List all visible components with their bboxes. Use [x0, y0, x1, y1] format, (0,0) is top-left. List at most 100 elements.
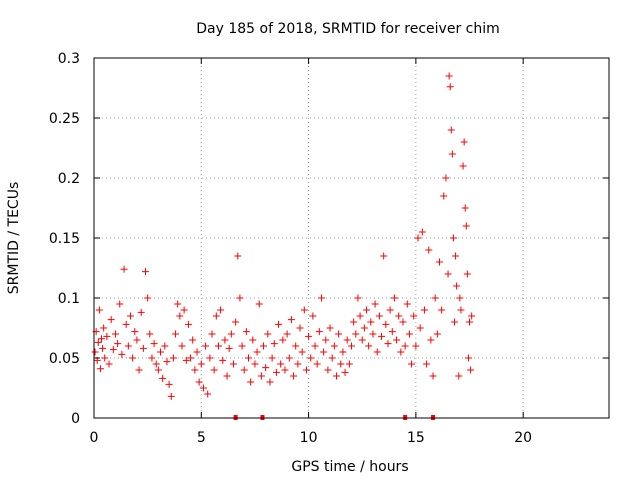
data-point: [221, 336, 229, 344]
data-point: [182, 356, 190, 364]
data-point: [242, 328, 250, 336]
data-point: [287, 316, 295, 324]
data-point: [174, 300, 182, 308]
data-point: [283, 330, 291, 338]
data-point: [305, 332, 313, 340]
data-point: [433, 330, 441, 338]
data-point: [169, 354, 177, 362]
x-tick-labels: 0 5 10 15 20: [90, 430, 533, 446]
data-point: [330, 342, 338, 350]
y-tick-label: 0.1: [58, 291, 80, 307]
data-point: [167, 392, 175, 400]
data-point: [358, 336, 366, 344]
data-point: [137, 308, 145, 316]
data-point: [120, 265, 128, 273]
data-point: [429, 372, 437, 380]
data-point: [399, 318, 407, 326]
data-point: [352, 330, 360, 338]
data-point: [348, 342, 355, 350]
data-point: [208, 330, 216, 338]
data-point: [152, 360, 160, 368]
data-point: [390, 294, 398, 302]
data-point: [268, 354, 276, 362]
data-point: [139, 344, 147, 352]
y-tick-label: 0.15: [49, 231, 80, 247]
data-point: [103, 332, 111, 340]
data-point: [420, 306, 428, 314]
data-point: [281, 366, 289, 374]
data-point: [266, 378, 274, 386]
data-point: [122, 320, 130, 328]
data-point: [247, 378, 255, 386]
data-point: [159, 374, 167, 382]
data-point: [452, 252, 460, 260]
data-point: [251, 360, 259, 368]
data-point: [373, 348, 381, 356]
y-tick-label: 0.3: [58, 51, 80, 67]
data-point: [317, 294, 325, 302]
data-point: [369, 330, 377, 338]
data-point: [189, 336, 197, 344]
data-point: [163, 358, 171, 366]
data-point: [457, 306, 465, 314]
y-tick-label: 0.25: [49, 111, 80, 127]
data-point: [448, 150, 456, 158]
chart-title: Day 185 of 2018, SRMTID for receiver chi…: [196, 21, 500, 37]
data-point: [313, 360, 321, 368]
data-point: [466, 318, 474, 326]
data-point: [236, 294, 244, 302]
data-point: [240, 366, 248, 374]
data-point: [217, 306, 225, 314]
data-point: [238, 342, 246, 350]
data-point: [210, 366, 218, 374]
data-point: [206, 354, 214, 362]
data-point: [427, 336, 435, 344]
data-point: [114, 340, 122, 348]
data-point: [363, 306, 371, 314]
data-point: [438, 306, 446, 314]
data-point: [320, 348, 328, 356]
data-point: [296, 324, 304, 332]
data-point: [249, 336, 257, 344]
data-point: [337, 360, 345, 368]
data-point: [425, 246, 433, 254]
data-point: [264, 330, 272, 338]
data-point: [199, 384, 207, 392]
data-point: [96, 365, 104, 373]
data-point: [453, 282, 461, 290]
y-tick-labels: 0 0.05 0.1 0.15 0.2 0.25 0.3: [49, 51, 80, 427]
data-point: [133, 336, 141, 344]
data-point: [307, 354, 315, 362]
data-point: [191, 366, 199, 374]
y-tick-label: 0.05: [49, 351, 80, 367]
data-point: [371, 300, 379, 308]
data-point: [464, 354, 472, 362]
data-point: [418, 228, 426, 236]
data-point: [234, 252, 242, 260]
data-point: [272, 368, 280, 376]
data-point: [360, 324, 368, 332]
data-point: [157, 348, 165, 356]
data-point: [253, 348, 261, 356]
data-point: [460, 138, 468, 146]
data-point: [262, 364, 270, 372]
data-point: [343, 336, 351, 344]
data-point: [197, 360, 205, 368]
data-point: [229, 360, 237, 368]
data-point: [324, 366, 332, 374]
data-point: [255, 300, 263, 308]
data-point: [408, 360, 416, 368]
data-point: [384, 340, 392, 348]
data-point: [414, 234, 422, 242]
data-point: [456, 294, 464, 302]
data-point: [227, 330, 235, 338]
data-point: [126, 312, 134, 320]
x-tick-label: 10: [300, 430, 318, 446]
data-point: [315, 328, 323, 336]
data-point: [401, 342, 409, 350]
data-point: [116, 300, 124, 308]
data-point: [187, 354, 195, 362]
data-point: [99, 344, 107, 352]
data-points: [91, 72, 476, 400]
